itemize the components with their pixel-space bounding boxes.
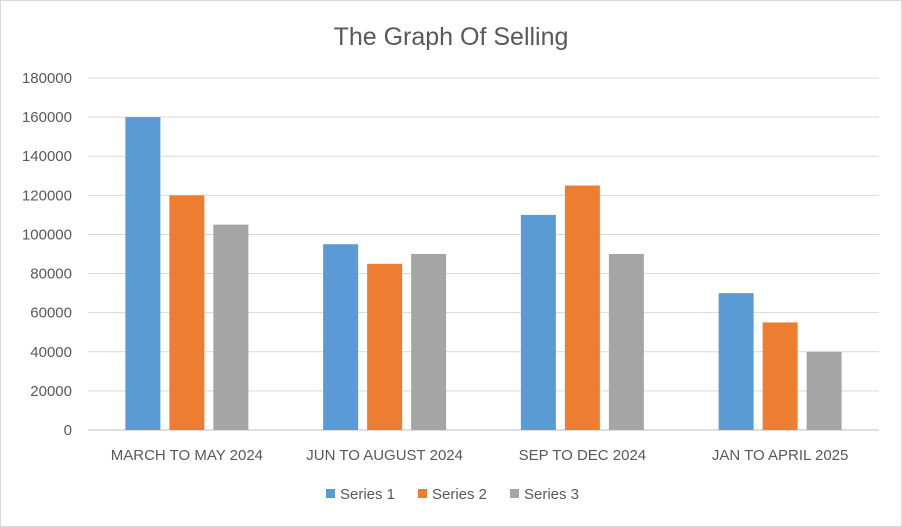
bar-series-1-category-1 bbox=[125, 117, 161, 430]
legend-label-series-2: Series 2 bbox=[432, 486, 487, 503]
bar-series-2-category-3 bbox=[564, 185, 600, 430]
bar-series-1-category-3 bbox=[520, 214, 556, 430]
bar-series-3-category-3 bbox=[608, 254, 644, 430]
legend: Series 1 Series 2 Series 3 bbox=[326, 486, 579, 503]
gridlines bbox=[88, 77, 879, 431]
legend-swatch-series-1 bbox=[326, 489, 335, 498]
bar-series-3-category-1 bbox=[213, 224, 249, 430]
bar-series-2-category-2 bbox=[367, 263, 403, 430]
bars bbox=[125, 117, 842, 430]
legend-swatch-series-2 bbox=[418, 489, 427, 498]
x-tick-label: JAN TO APRIL 2025 bbox=[712, 447, 848, 464]
chart-title: The Graph Of Selling bbox=[334, 23, 569, 51]
legend-label-series-3: Series 3 bbox=[524, 486, 579, 503]
x-tick-label: JUN TO AUGUST 2024 bbox=[306, 447, 463, 464]
bar-series-2-category-4 bbox=[762, 322, 798, 430]
y-tick-label: 160000 bbox=[22, 109, 72, 126]
y-tick-label: 120000 bbox=[22, 187, 72, 204]
x-axis-ticks: MARCH TO MAY 2024 JUN TO AUGUST 2024 SEP T… bbox=[111, 447, 849, 464]
legend-label-series-1: Series 1 bbox=[340, 486, 395, 503]
y-tick-label: 80000 bbox=[30, 266, 72, 283]
bar-series-1-category-2 bbox=[323, 244, 359, 430]
y-tick-label: 0 bbox=[64, 422, 72, 439]
bar-series-3-category-4 bbox=[806, 351, 842, 430]
y-tick-label: 140000 bbox=[22, 148, 72, 165]
x-tick-label: SEP TO DEC 2024 bbox=[519, 447, 647, 464]
y-tick-label: 20000 bbox=[30, 383, 72, 400]
y-tick-label: 100000 bbox=[22, 226, 72, 243]
y-axis-ticks: 0 20000 40000 60000 80000 100000 120000 140000 1… bbox=[22, 70, 72, 439]
legend-swatch-series-3 bbox=[510, 489, 519, 498]
x-tick-label: MARCH TO MAY 2024 bbox=[111, 447, 263, 464]
bar-series-1-category-4 bbox=[718, 293, 754, 430]
y-tick-label: 60000 bbox=[30, 305, 72, 322]
bar-series-3-category-2 bbox=[411, 254, 447, 430]
bar-series-2-category-1 bbox=[169, 195, 205, 430]
y-tick-label: 180000 bbox=[22, 70, 72, 87]
y-tick-label: 40000 bbox=[30, 344, 72, 361]
